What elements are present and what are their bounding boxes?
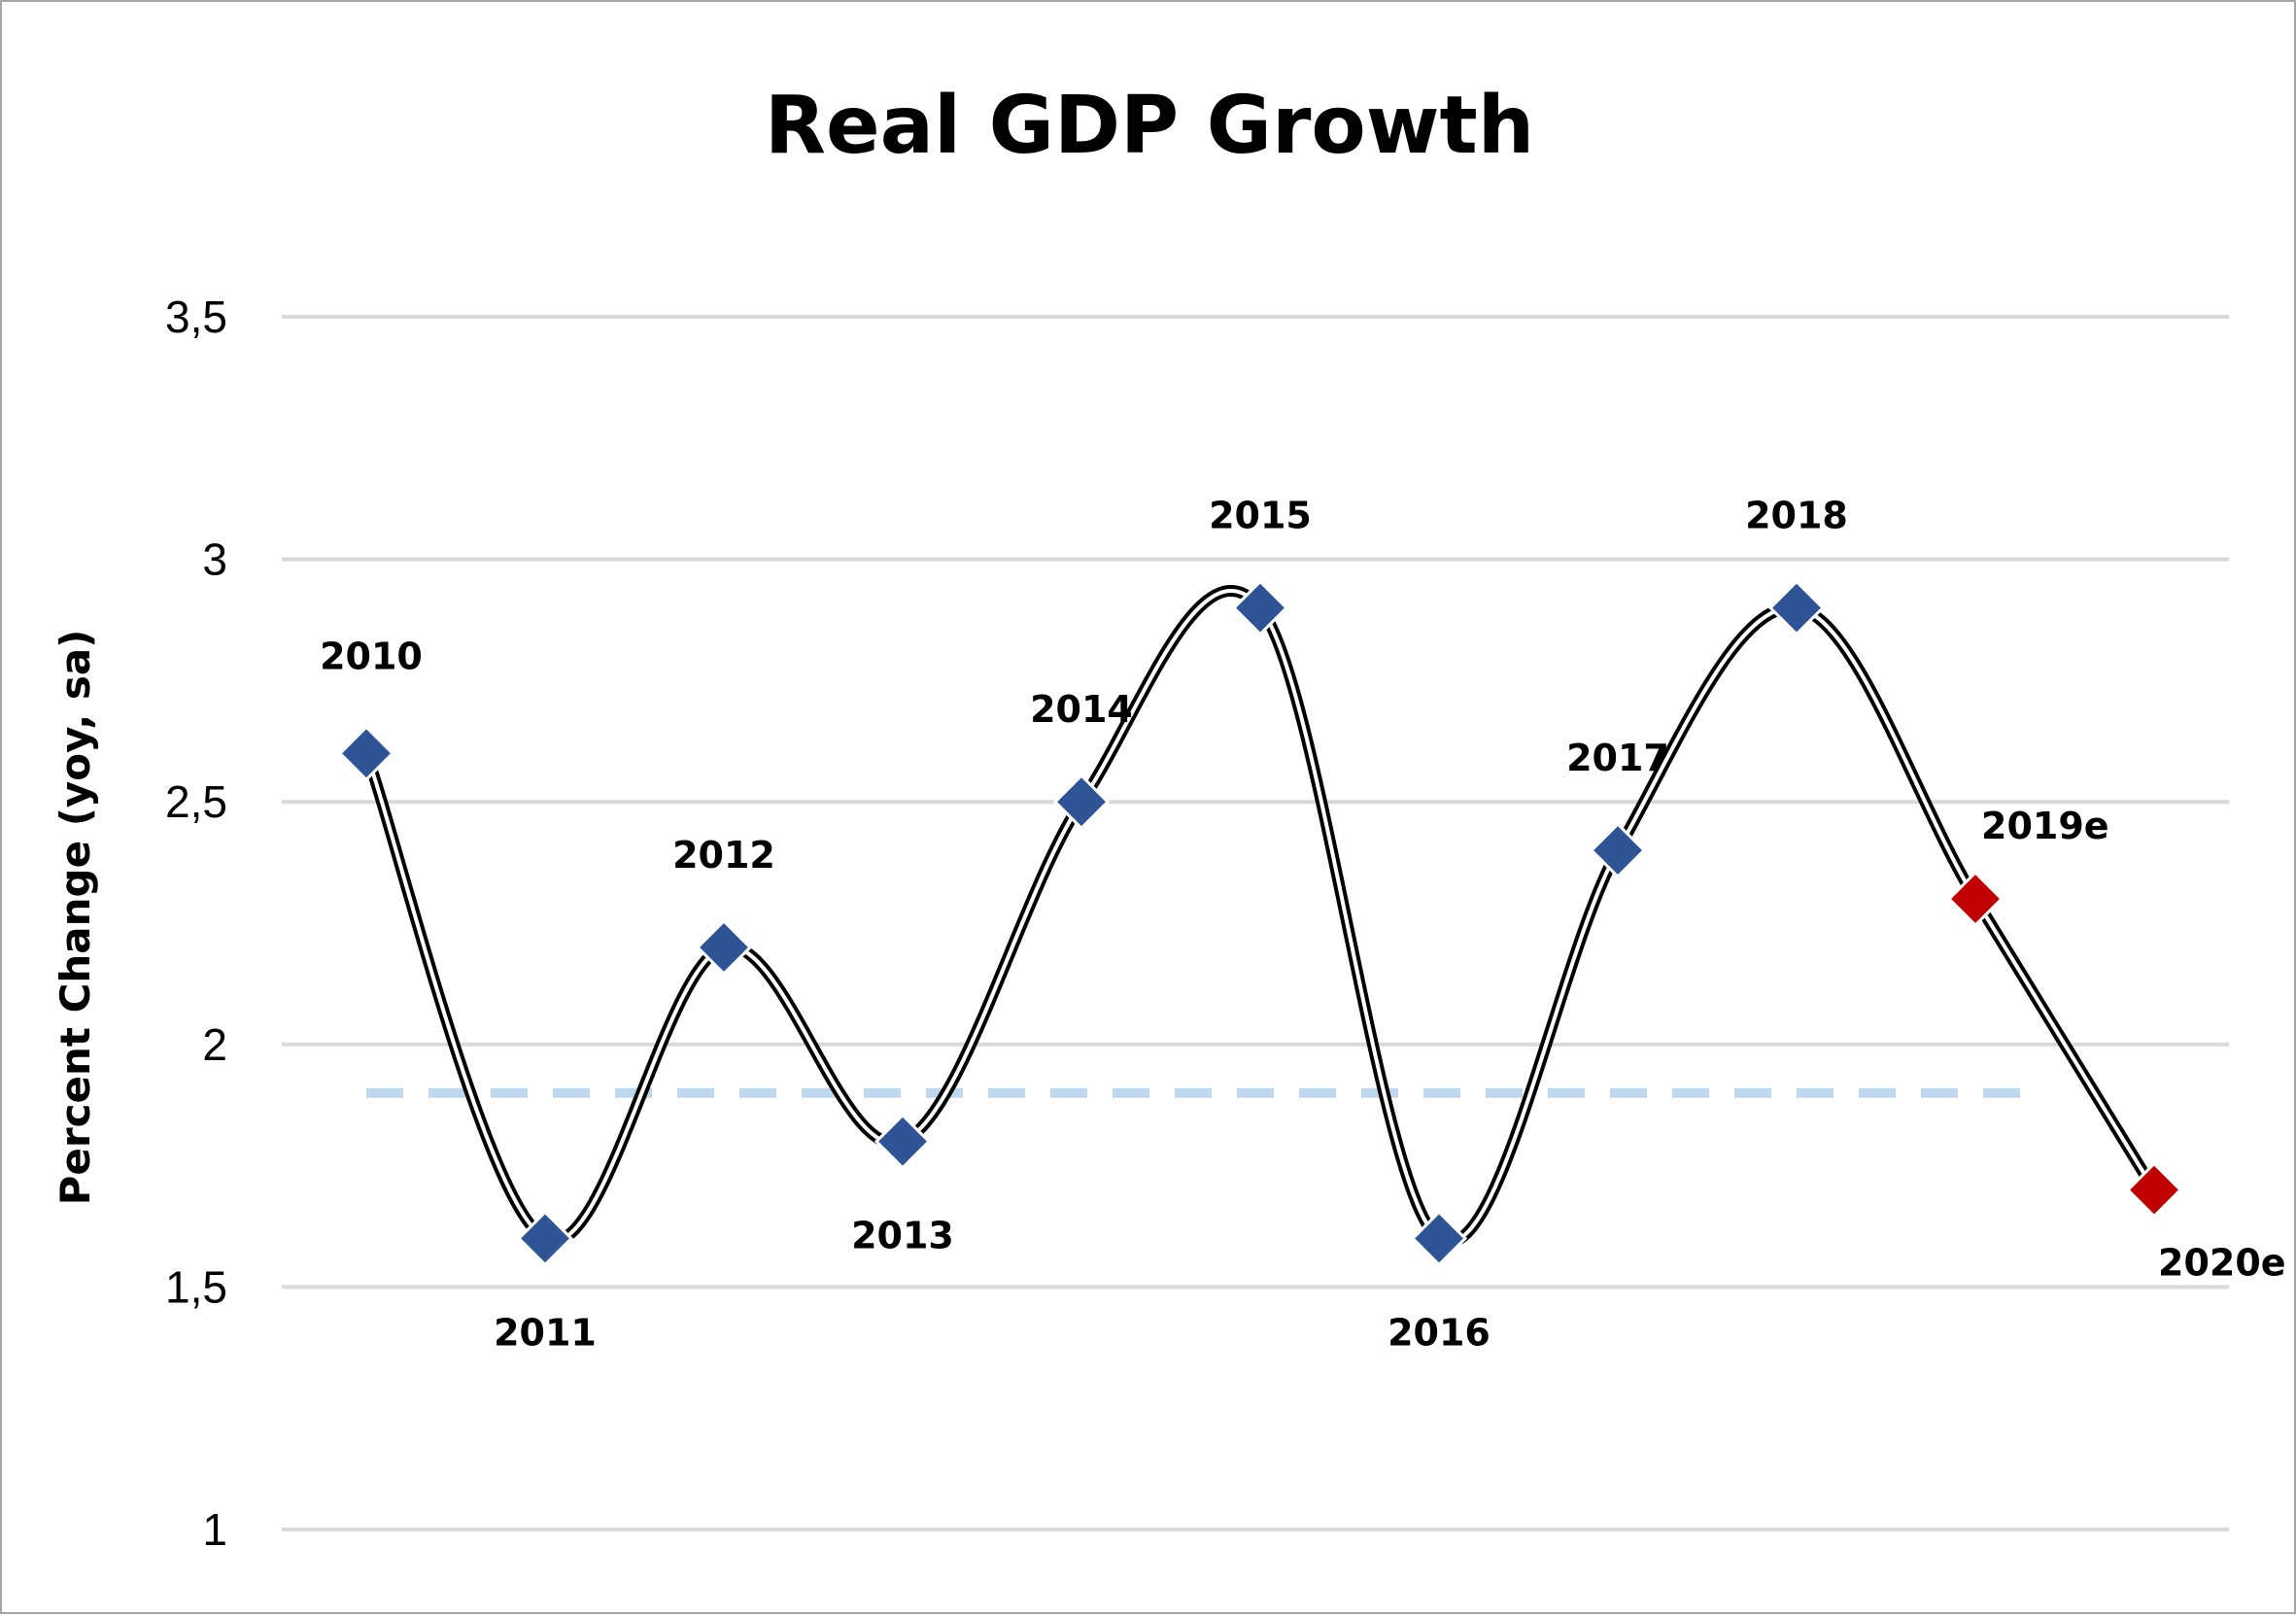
data-label: 2020e [2158,1242,2286,1285]
y-tick-label: 2 [202,1019,227,1070]
y-axis-label: Percent Change (yoy, sa) [51,630,99,1206]
data-point-2020e [2125,1161,2183,1219]
data-point-2011 [516,1210,574,1267]
y-tick-label: 3,5 [165,292,227,342]
data-label: 2010 [320,635,423,677]
data-point-2010 [337,725,395,782]
data-label: 2017 [1566,737,1669,779]
y-tick-label: 1 [202,1504,227,1555]
data-point-2016 [1410,1210,1468,1267]
data-label-layer: 2010 2011 2012 2013 2014 2015 2016 2017 2018 2019… [320,495,2285,1355]
data-label: 2016 [1388,1311,1491,1354]
y-tick-labels: 1 1,5 2 2,5 3 3,5 [165,292,227,1555]
data-label: 2019e [1981,805,2109,847]
marker-layer [337,579,2183,1267]
data-point-2019e [1946,870,2005,928]
y-tick-label: 3 [202,534,227,585]
data-label: 2014 [1030,688,1133,731]
series-line-inner [364,589,2156,1244]
data-label: 2018 [1745,495,1848,537]
data-point-2013 [874,1113,932,1170]
data-point-2012 [695,918,753,977]
chart-title: Real GDP Growth [765,80,1534,172]
y-tick-label: 1,5 [165,1261,227,1312]
data-label: 2013 [851,1215,954,1257]
data-label: 2015 [1209,495,1312,537]
data-point-2018 [1767,579,1826,636]
series-line-layer [360,585,2160,1248]
data-point-2015 [1231,579,1289,636]
y-tick-label: 2,5 [165,776,227,827]
series-line [360,585,2160,1248]
data-label: 2012 [672,834,775,877]
data-point-2014 [1052,774,1111,831]
data-label: 2011 [494,1311,597,1354]
data-point-2017 [1589,821,1647,879]
grid-layer [282,315,2229,1531]
